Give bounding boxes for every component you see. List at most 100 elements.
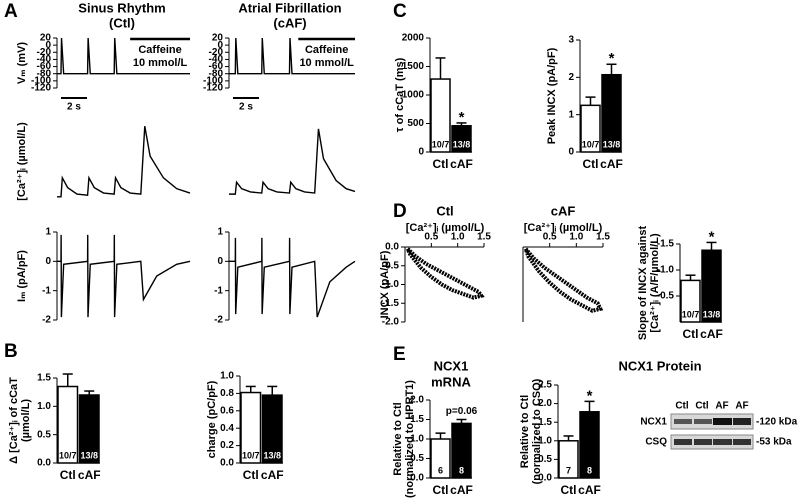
chart-title: (cAF) — [273, 15, 306, 30]
panel-label: C — [393, 1, 407, 22]
trace — [229, 37, 355, 75]
y-tick-label: 1.5 — [538, 417, 552, 428]
y-tick-label: -0.5 — [382, 260, 400, 271]
y-tick-label: 500 — [407, 118, 424, 129]
x-tick-label: cAF — [578, 483, 601, 497]
x-tick-label: cAF — [450, 157, 473, 171]
n-label: 13/8 — [703, 309, 721, 319]
x-tick-label: cAF — [450, 483, 473, 497]
y-tick-label: -40 — [209, 54, 224, 65]
x-tick-label: 1.5 — [596, 232, 610, 243]
bar — [601, 73, 622, 153]
y-tick-label: -1.5 — [382, 298, 400, 309]
blot-band — [694, 439, 712, 445]
y-axis-label: Vₘ (mV) — [16, 42, 28, 84]
x-tick-label: Ctl — [433, 157, 449, 171]
y-tick-label: 1 — [45, 227, 51, 238]
y-axis-label: (normalized to CSQ) — [531, 378, 543, 484]
trace — [57, 37, 190, 75]
n-label: 13/8 — [263, 450, 281, 460]
y-axis-label: Relative to Ctl — [519, 395, 531, 468]
bar — [558, 440, 579, 479]
y-tick-label: -1.0 — [657, 265, 675, 276]
trace — [229, 237, 356, 318]
x-tick-label: 1.0 — [451, 232, 465, 243]
y-tick-label: 1.5 — [37, 373, 51, 384]
annotation: 10 mmol/L — [299, 57, 354, 69]
chart-title: mRNA — [431, 374, 471, 389]
x-tick-label: 1.5 — [477, 232, 491, 243]
x-axis-label: [Ca²⁺]ᵢ (µmol/L) — [524, 222, 603, 234]
bar — [451, 422, 472, 479]
y-axis-label: Relative to Ctl — [392, 402, 404, 475]
y-axis-label: Iₘ (pA/pF) — [16, 250, 28, 302]
bar — [701, 249, 722, 323]
y-tick-label: 0 — [418, 147, 424, 158]
panel-label: B — [4, 341, 18, 362]
y-tick-label: -1.5 — [657, 239, 675, 250]
panel-label: D — [393, 201, 407, 222]
y-tick-label: 1 — [568, 109, 574, 120]
western-blot: Ctl Ctl AF AF NCX1 CSQ -120 kDa -53 kDa — [640, 401, 798, 450]
y-tick-label: 1 — [217, 227, 223, 238]
y-tick-label: -2 — [214, 315, 223, 326]
lane-label: AF — [715, 401, 728, 412]
x-tick-label: 1.0 — [569, 232, 583, 243]
blot-band — [674, 419, 692, 424]
y-tick-label: 1000 — [402, 90, 425, 101]
x-tick-label: Ctl — [683, 327, 699, 341]
y-tick-label: 0 — [568, 147, 574, 158]
value-annotation: * — [459, 109, 465, 126]
lane-label: AF — [735, 401, 748, 412]
trace — [229, 128, 356, 195]
loop — [405, 247, 485, 300]
blot-band — [674, 439, 692, 445]
y-tick-label: 1.0 — [538, 435, 552, 446]
band-label: CSQ — [645, 437, 667, 448]
y-tick-label: -60 — [209, 61, 224, 72]
y-tick-label: -1.0 — [382, 279, 400, 290]
trace — [57, 126, 191, 198]
y-tick-label: 2.0 — [538, 398, 552, 409]
y-tick-label: -120 — [203, 83, 223, 94]
y-tick-label: 3 — [568, 35, 574, 46]
y-tick-label: 1.0 — [410, 434, 424, 445]
band-label: NCX1 — [640, 417, 667, 428]
y-axis-label: INCX (pA/pF) — [379, 250, 391, 318]
y-tick-label: 1.0 — [37, 401, 51, 412]
y-tick-label: -100 — [203, 75, 223, 86]
y-tick-label: -0.5 — [657, 291, 675, 302]
y-tick-label: -20 — [209, 47, 224, 58]
panel-label: E — [393, 344, 406, 365]
loop — [523, 247, 604, 313]
bar — [430, 438, 451, 479]
blot-band — [713, 439, 732, 445]
lane-label: Ctl — [675, 401, 689, 412]
y-tick-label: 0.0 — [385, 242, 399, 253]
bar — [580, 104, 601, 153]
n-label: 10/7 — [432, 139, 450, 149]
x-tick-label: cAF — [700, 327, 723, 341]
bar — [579, 411, 600, 479]
blot-band — [694, 419, 712, 424]
x-tick-label: Ctl — [60, 468, 76, 482]
y-tick-label: -20 — [37, 47, 52, 58]
bar — [451, 125, 472, 153]
y-tick-label: 0 — [45, 256, 51, 267]
blot-band — [733, 439, 751, 445]
bar — [57, 385, 79, 464]
y-tick-label: 2000 — [402, 33, 425, 44]
value-annotation: * — [709, 228, 715, 245]
y-axis-label: (normalized to HPRT1) — [404, 380, 416, 498]
bar — [430, 78, 451, 153]
y-tick-label: 20 — [40, 33, 52, 44]
y-tick-label: 2.0 — [410, 395, 424, 406]
n-label: 6 — [438, 465, 443, 475]
annotation: 10 mmol/L — [133, 57, 188, 69]
y-tick-label: -100 — [31, 75, 51, 86]
x-tick-label: cAF — [600, 157, 623, 171]
bar — [240, 391, 262, 464]
y-tick-label: -40 — [37, 54, 52, 65]
y-axis-label: Slope of INCX against — [637, 226, 649, 341]
x-tick-label: Ctl — [243, 468, 259, 482]
